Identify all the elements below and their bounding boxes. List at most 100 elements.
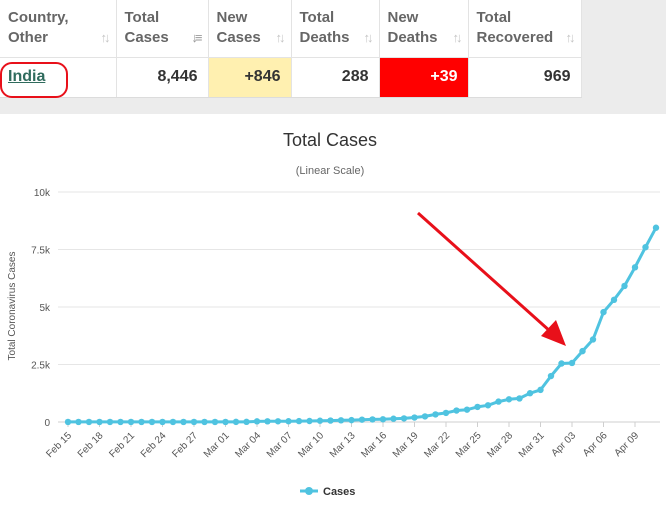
data-point[interactable] [379, 416, 387, 423]
sort-icon[interactable]: ↑↓ [452, 29, 463, 45]
x-tick-labels: Feb 15 Feb 18 Feb 21 Feb 24 Feb 27 Mar 01 Mar … [44, 422, 641, 460]
country-link-india[interactable]: India [8, 68, 46, 86]
data-point[interactable] [75, 418, 82, 426]
data-point[interactable] [159, 418, 166, 426]
data-point[interactable] [274, 418, 282, 425]
series-cases [64, 224, 660, 426]
y-tick-label: 5k [39, 303, 51, 314]
x-tick-label: Feb 21 [107, 430, 137, 460]
x-tick-label: Feb 27 [170, 430, 200, 460]
data-point[interactable] [453, 407, 460, 414]
chart-subtitle: (Linear Scale) [296, 165, 364, 177]
data-point[interactable] [610, 296, 618, 304]
x-tick-label: Apr 03 [550, 430, 579, 459]
column-header[interactable]: Total Recovered ↑↓ [468, 0, 582, 58]
data-point[interactable] [138, 418, 145, 426]
chart-panel: Total Cases (Linear Scale) Total Coronav… [0, 114, 666, 509]
data-point[interactable] [547, 372, 555, 380]
sort-icon[interactable]: ↑↓ [275, 29, 286, 45]
data-point[interactable] [495, 398, 502, 405]
x-tick-label: Feb 15 [44, 430, 74, 460]
data-point[interactable] [537, 386, 544, 394]
data-point[interactable] [337, 417, 345, 424]
series-line-cases [68, 226, 658, 424]
sort-icon[interactable]: ↓≡ [191, 29, 202, 45]
column-header[interactable]: Total Deaths ↑↓ [291, 0, 380, 58]
sort-icon[interactable]: ↑↓ [100, 29, 111, 45]
arrow-shaft [416, 211, 553, 334]
column-header[interactable]: Total Cases ↓≡ [116, 0, 209, 58]
y-tick-label: 2.5k [31, 361, 51, 372]
sort-icon[interactable]: ↑↓ [363, 29, 374, 45]
data-point[interactable] [579, 347, 586, 355]
data-point[interactable] [432, 411, 439, 418]
data-point[interactable] [295, 417, 303, 425]
data-point[interactable] [463, 406, 471, 413]
data-point[interactable] [243, 418, 250, 426]
data-point[interactable] [484, 402, 492, 409]
data-point[interactable] [180, 418, 187, 426]
data-point[interactable] [106, 418, 114, 426]
y-tick-label: 0 [44, 418, 50, 429]
data-point[interactable] [558, 360, 565, 367]
data-point[interactable] [411, 414, 418, 421]
data-point[interactable] [96, 418, 103, 426]
x-tick-label: Mar 22 [422, 430, 452, 460]
data-point[interactable] [148, 418, 156, 426]
data-point[interactable] [631, 264, 639, 271]
data-point[interactable] [568, 359, 576, 367]
x-tick-label: Mar 04 [233, 430, 263, 460]
stats-table: Country, Other ↑↓ Total Cases ↓≡ New Cases ↑↓… [0, 0, 582, 97]
data-point[interactable] [516, 395, 523, 402]
data-point[interactable] [201, 418, 208, 426]
data-point[interactable] [169, 418, 177, 426]
data-point[interactable] [652, 224, 660, 231]
data-point[interactable] [400, 415, 408, 422]
data-point[interactable] [621, 282, 628, 290]
column-header[interactable]: New Deaths ↑↓ [379, 0, 469, 58]
data-point[interactable] [117, 418, 124, 426]
x-tick-label: Feb 18 [76, 430, 106, 460]
data-point[interactable] [589, 336, 597, 343]
data-point[interactable] [642, 244, 649, 251]
data-point[interactable] [421, 413, 429, 420]
data-point[interactable] [505, 396, 513, 403]
legend-marker [305, 487, 313, 495]
data-point[interactable] [316, 417, 324, 424]
sort-icon[interactable]: ↑↓ [565, 29, 576, 45]
x-tick-label: Mar 31 [517, 430, 547, 460]
x-tick-label: Mar 07 [265, 430, 295, 460]
data-point[interactable] [442, 409, 450, 417]
data-point[interactable] [264, 418, 271, 425]
arrow-head [541, 320, 566, 346]
data-point[interactable] [64, 418, 72, 426]
data-point[interactable] [85, 418, 93, 426]
column-header-label: New Deaths [387, 9, 438, 47]
data-point[interactable] [285, 418, 292, 425]
cell-new-deaths: +39 [379, 57, 469, 97]
column-header[interactable]: New Cases ↑↓ [208, 0, 292, 58]
data-point[interactable] [600, 308, 607, 316]
table-header-row: Country, Other ↑↓ Total Cases ↓≡ New Cases ↑↓… [0, 0, 582, 58]
data-point[interactable] [474, 403, 481, 411]
data-point[interactable] [526, 390, 534, 397]
data-point[interactable] [369, 416, 376, 423]
data-point[interactable] [211, 418, 219, 426]
column-header-label: Total Deaths [299, 9, 350, 47]
data-point[interactable] [390, 415, 397, 422]
data-point[interactable] [306, 417, 313, 425]
data-point[interactable] [358, 416, 366, 423]
chart-title: Total Cases [283, 130, 377, 150]
legend[interactable]: Cases [300, 486, 355, 498]
y-tick-labels: 0 2.5k 5k 7.5k 10k [31, 188, 51, 429]
data-point[interactable] [127, 418, 135, 426]
x-tick-label: Feb 24 [139, 430, 169, 460]
data-point[interactable] [348, 416, 355, 424]
data-point[interactable] [190, 418, 198, 426]
data-point[interactable] [222, 418, 229, 426]
data-point[interactable] [253, 418, 261, 425]
data-point[interactable] [232, 418, 240, 426]
data-point[interactable] [327, 417, 334, 424]
column-header[interactable]: Country, Other ↑↓ [0, 0, 117, 58]
column-header-label: Total Cases [124, 9, 169, 47]
